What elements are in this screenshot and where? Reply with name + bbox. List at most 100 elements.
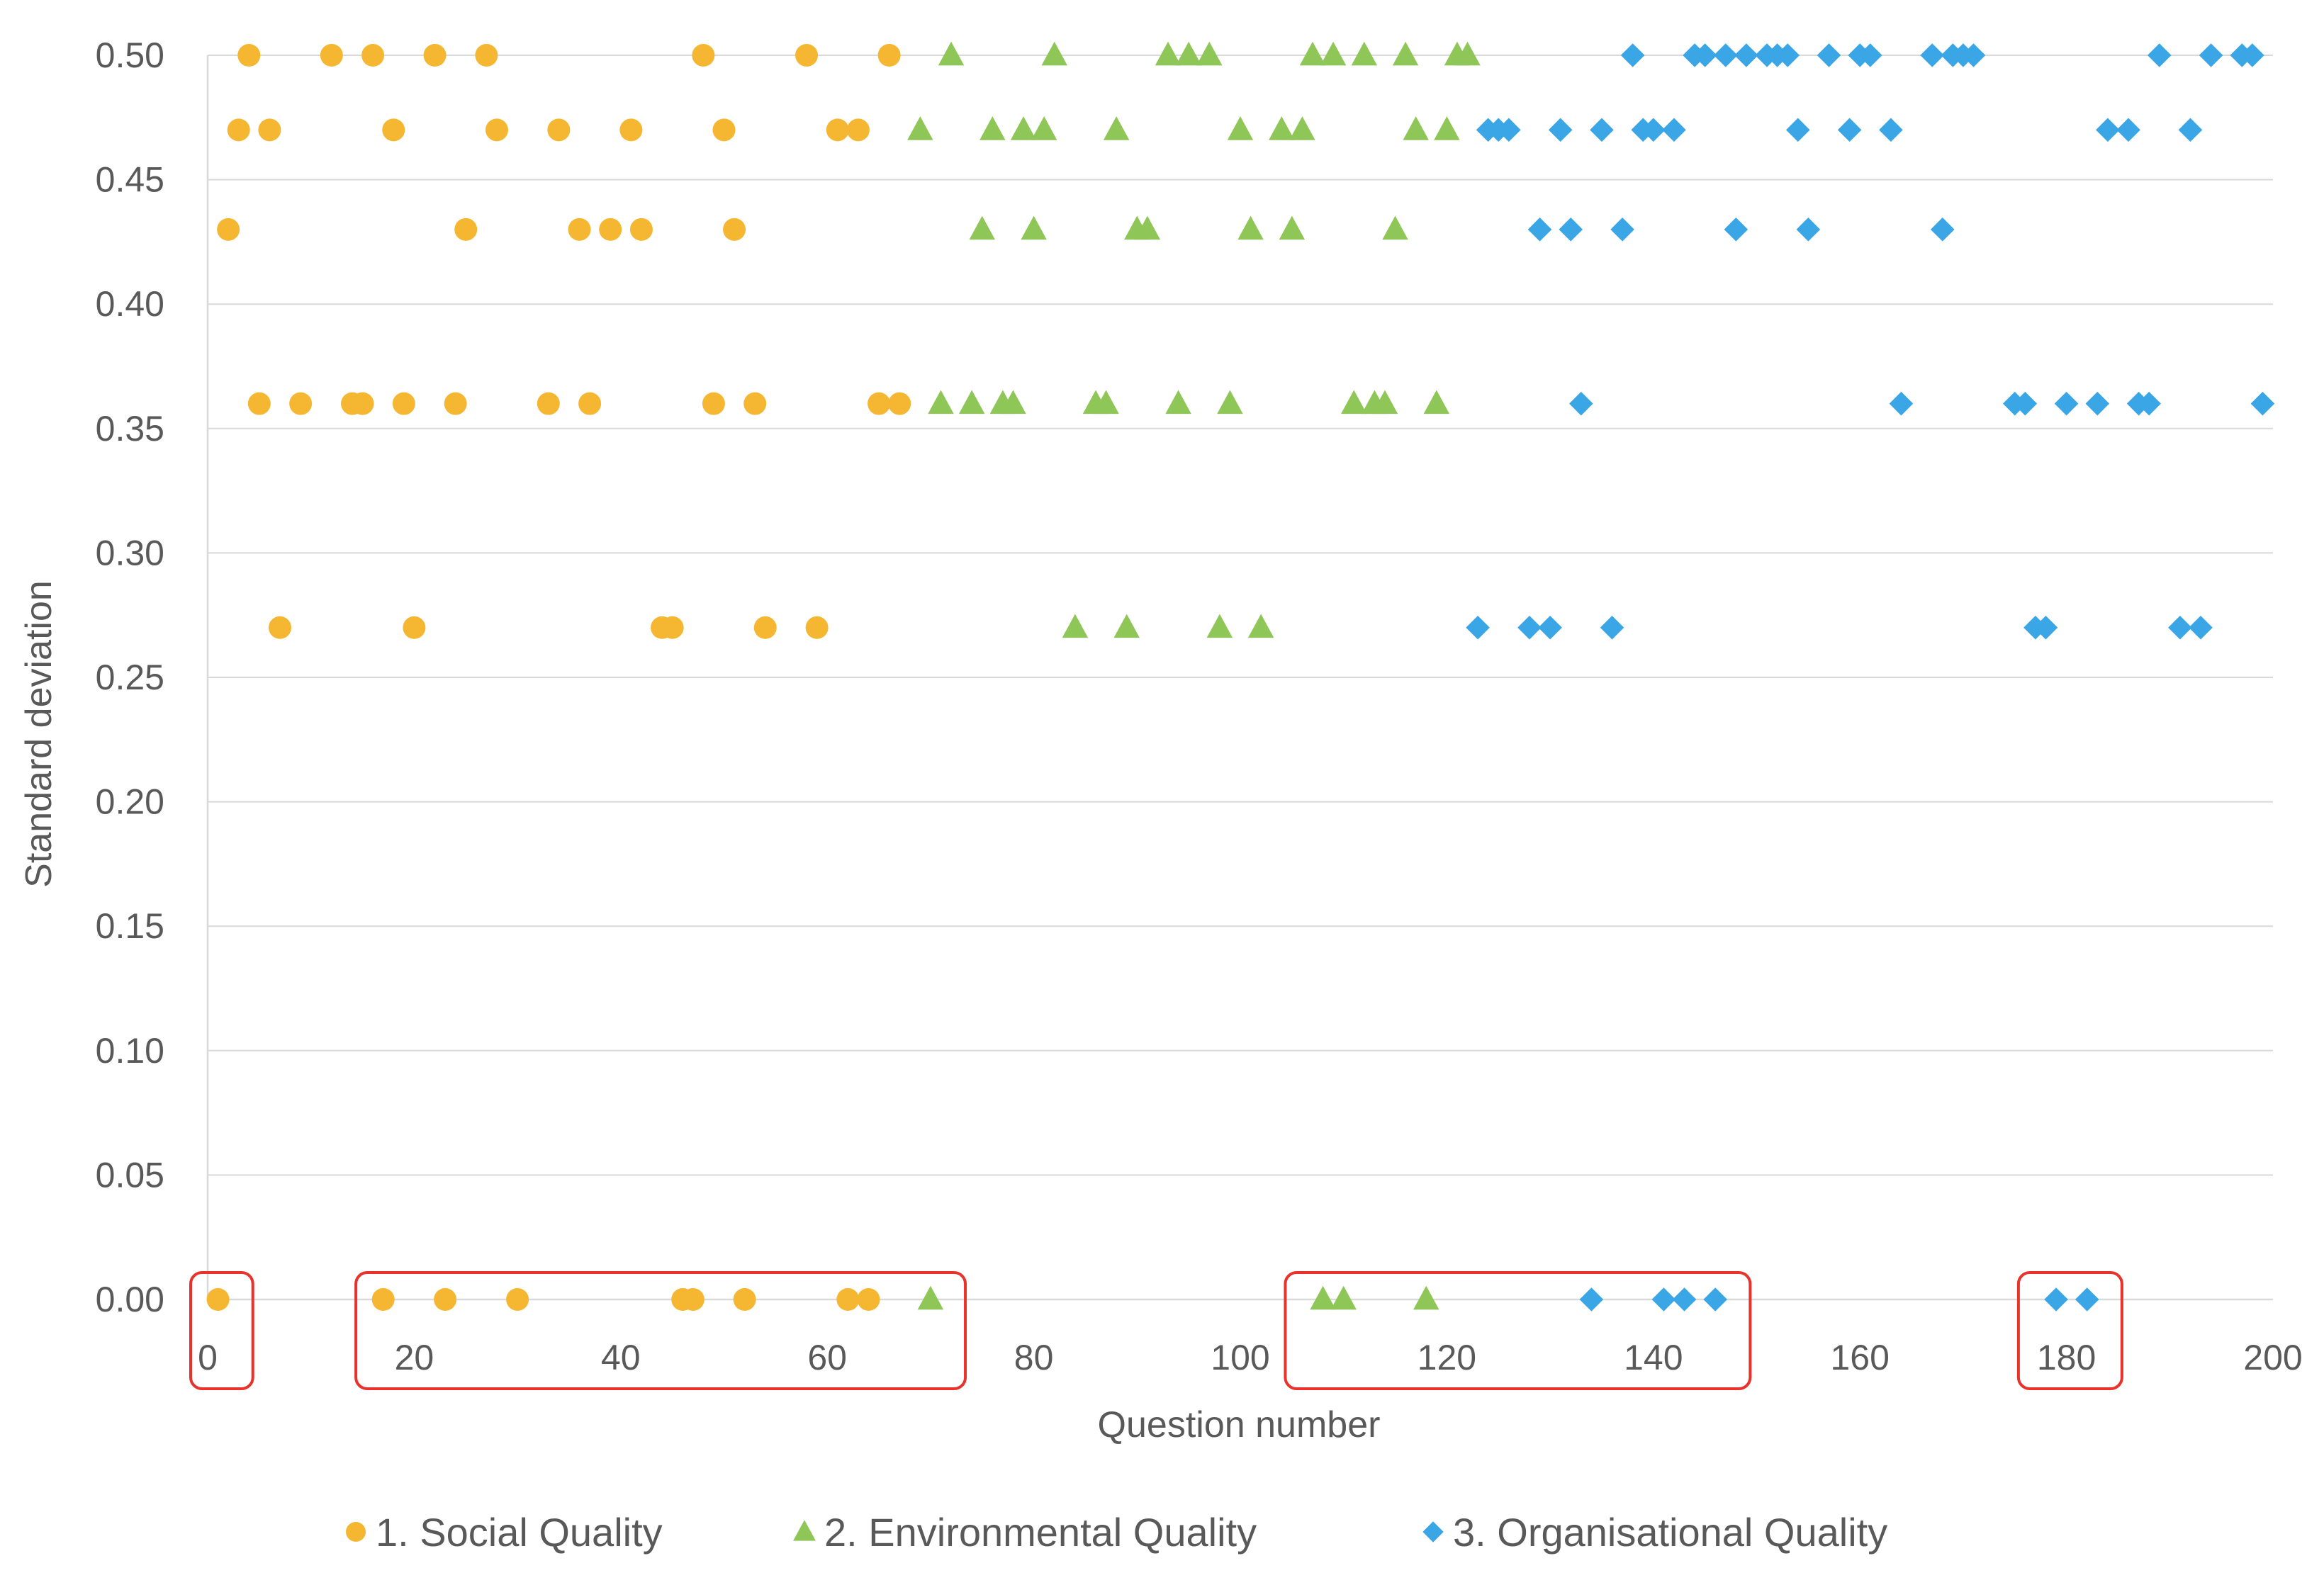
organisational-quality-point (1724, 218, 1748, 242)
environmental-quality-point (917, 1285, 944, 1310)
social-quality-point (392, 392, 415, 415)
social-quality-point (857, 1288, 880, 1311)
environmental-quality-point (928, 390, 954, 414)
environmental-quality-point (1247, 614, 1274, 638)
environmental-quality-point (1175, 41, 1202, 66)
social-quality-point (578, 392, 602, 415)
legend-item: 1. Social Quality (346, 1510, 663, 1555)
organisational-quality-point (2044, 1287, 2068, 1312)
social-quality-point (547, 118, 571, 142)
x-tick-label: 0 (198, 1338, 218, 1377)
organisational-quality-point (2013, 391, 2038, 416)
organisational-quality-point (1817, 43, 1841, 67)
environmental-quality-point (1113, 614, 1140, 638)
organisational-quality-point (1920, 43, 1944, 67)
y-tick-label: 0.00 (96, 1280, 164, 1319)
social-quality-point (258, 118, 281, 142)
organisational-quality-point (1775, 43, 1800, 67)
organisational-quality-point (1930, 218, 1955, 242)
highlight-regions (189, 1271, 2123, 1390)
environmental-quality-point (1351, 41, 1378, 66)
organisational-quality-point (2168, 615, 2192, 640)
organisational-quality-point (1672, 1287, 1697, 1312)
y-tick-label: 0.25 (96, 658, 164, 697)
organisational-quality-point (1734, 43, 1758, 67)
organisational-quality-point (1579, 1287, 1604, 1312)
x-tick-label: 140 (1624, 1338, 1683, 1377)
social-quality-point (454, 218, 478, 241)
environmental-quality-point (979, 116, 1006, 140)
social-quality-point (351, 392, 374, 415)
organisational-quality-legend-marker (1422, 1521, 1444, 1542)
legend-item: 2. Environmental Quality (793, 1510, 1257, 1555)
social-quality-point (485, 118, 508, 142)
environmental-quality-point (1392, 41, 1419, 66)
legend-item: 3. Organisational Quality (1422, 1510, 1887, 1555)
social-quality-point (712, 118, 736, 142)
social-quality-point (361, 44, 385, 67)
organisational-quality-point (1641, 118, 1666, 142)
y-tick-label: 0.20 (96, 782, 164, 822)
organisational-quality-point (2178, 118, 2203, 142)
y-tick-label: 0.45 (96, 160, 164, 200)
legend-label: 3. Organisational Quality (1453, 1510, 1887, 1555)
environmental-quality-point (1165, 390, 1191, 414)
x-tick-label: 80 (1014, 1338, 1054, 1377)
organisational-quality-point (2085, 391, 2110, 416)
social-quality-point (619, 118, 643, 142)
environmental-quality-point (1041, 41, 1067, 66)
environmental-quality-point (1062, 614, 1089, 638)
environmental-quality-point (958, 390, 985, 414)
environmental-quality-point (1403, 116, 1429, 140)
y-tick-label: 0.30 (96, 533, 164, 572)
environmental-quality-point (1269, 116, 1295, 140)
social-quality-point (795, 44, 819, 67)
organisational-quality-point (2147, 43, 2172, 67)
environmental-quality-legend-marker (793, 1520, 816, 1541)
social-quality-point (743, 392, 767, 415)
organisational-quality-point (1569, 391, 1593, 416)
organisational-quality-point (1796, 218, 1821, 242)
organisational-quality-point (2033, 615, 2058, 640)
organisational-quality-point (1785, 118, 1810, 142)
organisational-quality-point (2137, 391, 2161, 416)
social-quality-point (506, 1288, 529, 1311)
social-quality-point (537, 392, 560, 415)
environmental-quality-point (1010, 116, 1037, 140)
x-tick-label: 20 (395, 1338, 434, 1377)
environmental-quality-point (1371, 390, 1398, 414)
y-tick-label: 0.35 (96, 409, 164, 449)
x-tick-label: 160 (1830, 1338, 1889, 1377)
x-axis-title: Question number (1098, 1404, 1381, 1445)
organisational-quality-point (2054, 391, 2079, 416)
environmental-quality-point (1341, 390, 1367, 414)
environmental-quality-point (1434, 116, 1460, 140)
environmental-quality-point (1454, 41, 1481, 66)
organisational-quality-point (1703, 1287, 1728, 1312)
organisational-quality-point (1548, 118, 1573, 142)
environmental-quality-point (1093, 390, 1119, 414)
environmental-quality-point (1103, 116, 1130, 140)
y-tick-label: 0.05 (96, 1155, 164, 1195)
environmental-quality-point (1021, 215, 1047, 240)
social-quality-point (836, 1288, 860, 1311)
organisational-quality-point (1610, 218, 1634, 242)
environmental-quality-point (1382, 215, 1408, 240)
organisational-quality-point (2189, 615, 2213, 640)
data-points (206, 41, 2275, 1312)
environmental-quality-point (1279, 215, 1306, 240)
organisational-quality-point (1590, 118, 1614, 142)
x-tick-label: 200 (2243, 1338, 2302, 1377)
social-quality-point (206, 1288, 230, 1311)
social-quality-point (733, 1288, 756, 1311)
social-quality-point (846, 118, 870, 142)
environmental-quality-point (1217, 390, 1243, 414)
environmental-quality-point (1000, 390, 1026, 414)
social-quality-point (403, 616, 426, 639)
social-quality-point (268, 616, 291, 639)
social-quality-point (371, 1288, 395, 1311)
organisational-quality-point (1497, 118, 1521, 142)
legend-label: 1. Social Quality (376, 1510, 663, 1555)
social-quality-point (382, 118, 405, 142)
